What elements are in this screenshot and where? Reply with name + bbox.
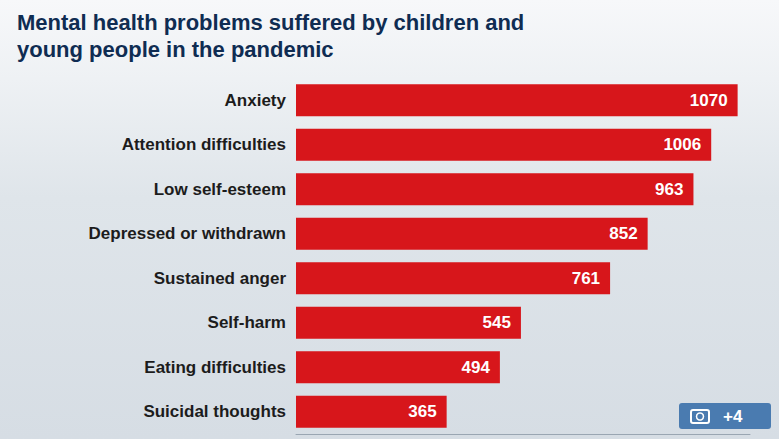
svg-text:Anxiety: Anxiety bbox=[225, 91, 287, 110]
svg-text:Attention difficulties: Attention difficulties bbox=[122, 135, 286, 154]
svg-text:545: 545 bbox=[483, 313, 511, 332]
svg-text:Mental health problems suffere: Mental health problems suffered by child… bbox=[17, 10, 530, 35]
svg-text:494: 494 bbox=[462, 358, 491, 377]
svg-text:Suicidal thoughts: Suicidal thoughts bbox=[143, 402, 286, 421]
svg-text:365: 365 bbox=[408, 402, 436, 421]
svg-text:Low self-esteem: Low self-esteem bbox=[154, 180, 286, 199]
svg-text:Eating difficulties: Eating difficulties bbox=[144, 358, 286, 377]
svg-text:+4: +4 bbox=[723, 407, 743, 426]
svg-text:852: 852 bbox=[609, 224, 637, 243]
svg-text:1006: 1006 bbox=[663, 135, 701, 154]
svg-text:Depressed or withdrawn: Depressed or withdrawn bbox=[89, 224, 286, 243]
svg-text:Self-harm: Self-harm bbox=[208, 313, 286, 332]
svg-text:761: 761 bbox=[572, 269, 600, 288]
svg-text:young people in the pandemic: young people in the pandemic bbox=[17, 37, 334, 62]
svg-text:963: 963 bbox=[655, 180, 683, 199]
svg-text:1070: 1070 bbox=[690, 91, 728, 110]
svg-text:Sustained anger: Sustained anger bbox=[154, 269, 287, 288]
